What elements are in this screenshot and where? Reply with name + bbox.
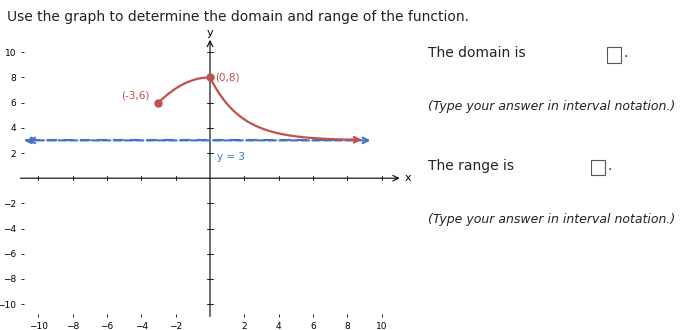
Text: y = 3: y = 3 (217, 152, 245, 162)
Text: y: y (206, 28, 214, 38)
Text: The range is: The range is (428, 159, 519, 173)
Text: .: . (607, 159, 611, 173)
Text: The domain is: The domain is (428, 46, 530, 60)
Text: Use the graph to determine the domain and range of the function.: Use the graph to determine the domain an… (7, 10, 469, 24)
Text: (Type your answer in interval notation.): (Type your answer in interval notation.) (428, 100, 676, 113)
Text: (-3,6): (-3,6) (122, 90, 150, 100)
Text: (0,8): (0,8) (215, 72, 239, 82)
FancyBboxPatch shape (607, 47, 622, 62)
Text: x: x (405, 173, 411, 183)
Text: .: . (624, 46, 628, 60)
Text: (Type your answer in interval notation.): (Type your answer in interval notation.) (428, 213, 676, 225)
FancyBboxPatch shape (591, 160, 605, 176)
